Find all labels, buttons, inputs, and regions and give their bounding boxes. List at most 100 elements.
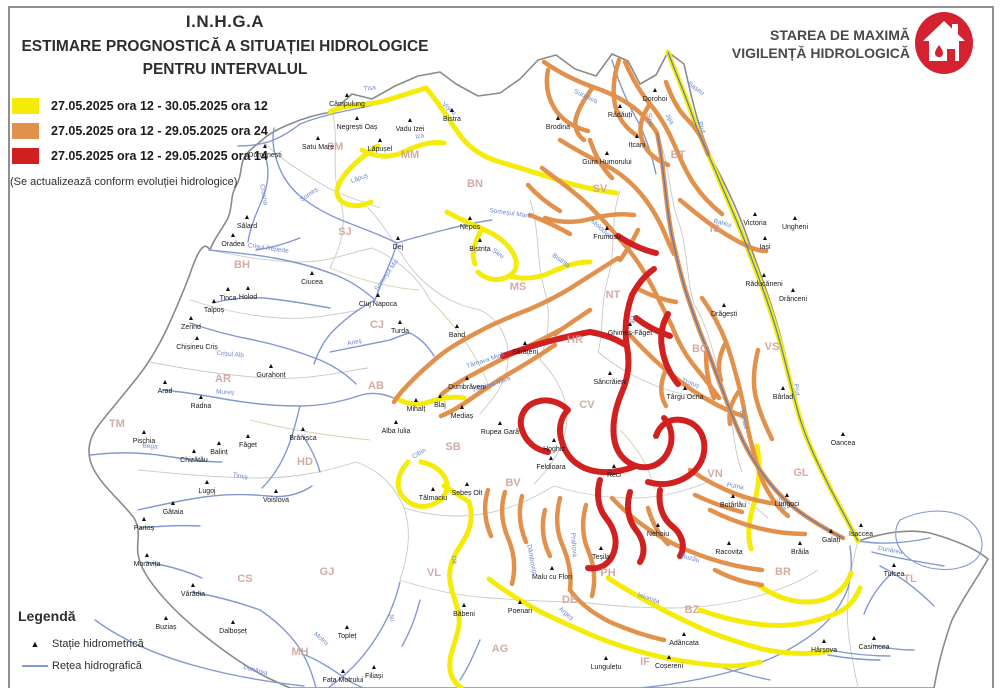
station-marker: ▲ — [871, 635, 878, 642]
town-label: Bistrița — [469, 246, 491, 253]
river-label: Tisa — [363, 84, 376, 93]
station-marker: ▲ — [790, 287, 797, 294]
town-label: Racovița — [715, 549, 742, 556]
town-label: Sebeș Olt — [452, 490, 483, 497]
county-code: TM — [109, 418, 125, 430]
town-label: Brodina — [546, 124, 570, 131]
town-label: Talpoș — [204, 307, 225, 314]
river-label: Arieș — [347, 337, 364, 347]
town-label: Mihalț — [407, 406, 426, 413]
station-marker: ▲ — [163, 615, 170, 622]
station-marker: ▲ — [273, 488, 280, 495]
county-code: CS — [237, 573, 252, 585]
station-marker: ▲ — [393, 419, 400, 426]
town-label: Mediaș — [451, 413, 474, 420]
river-label: Putna — [726, 482, 744, 492]
warning-interval-legend: 27.05.2025 ora 12 - 30.05.2025 ora 12 27… — [12, 96, 268, 171]
station-marker: ▲ — [607, 370, 614, 377]
station-marker: ▲ — [467, 215, 474, 222]
station-marker: ▲ — [858, 522, 865, 529]
orange-swatch — [12, 123, 39, 139]
town-label: Sălard — [237, 223, 257, 230]
river-label: Mureș — [216, 389, 235, 397]
town-label: Lăpușel — [368, 146, 393, 153]
yellow-swatch — [12, 98, 39, 114]
town-label: Brănișca — [289, 435, 316, 442]
max-vigilance-banner: STAREA DE MAXIMĂ VIGILENȚĂ HIDROLOGICĂ — [732, 26, 910, 62]
county-code: BC — [692, 343, 708, 355]
town-label: Brăila — [791, 549, 809, 556]
river-label: Bârlad — [738, 410, 750, 430]
station-marker: ▲ — [666, 654, 673, 661]
town-label: Radna — [191, 403, 212, 410]
station-marker: ▲ — [459, 404, 466, 411]
town-label: Frumosu — [593, 234, 621, 241]
town-label: Dorohoi — [643, 96, 668, 103]
river-label: Jiu — [387, 613, 396, 623]
red-swatch — [12, 148, 39, 164]
town-label: Răducăneni — [745, 281, 783, 288]
town-label: Coșereni — [655, 663, 683, 670]
town-label: Nepos — [460, 224, 481, 231]
town-label: Sâncrăieni — [593, 379, 627, 386]
town-label: Casimcea — [858, 644, 889, 651]
station-marker: ▲ — [821, 638, 828, 645]
river-label: Bahlui — [713, 218, 732, 229]
town-label: Balinț — [210, 449, 228, 456]
station-marker: ▲ — [762, 235, 769, 242]
station-marker: ▲ — [598, 545, 605, 552]
legend-row-yellow: 27.05.2025 ora 12 - 30.05.2025 ora 12 — [12, 96, 268, 116]
county-code: HD — [297, 456, 313, 468]
town-label: Alba Iulia — [382, 428, 411, 435]
town-label: Tulcea — [884, 571, 905, 578]
county-code: SB — [445, 441, 460, 453]
banner-line1: STAREA DE MAXIMĂ — [770, 27, 910, 43]
river-label: Prahova — [569, 533, 578, 558]
town-label: Vadu Izei — [396, 126, 425, 133]
station-marker: ▲ — [245, 433, 252, 440]
town-label: Ciucea — [301, 279, 323, 286]
town-label: Topleț — [338, 633, 357, 640]
town-label: Arad — [158, 388, 173, 395]
county-code: VN — [707, 468, 722, 480]
map-symbol-legend: Legendă ▲ Stație hidrometrică Rețea hidr… — [18, 608, 144, 682]
town-label: Rupea Gară — [481, 429, 519, 436]
town-label: Blaj — [434, 402, 446, 409]
town-label: Satu Mare — [302, 144, 334, 151]
town-label: Chizătău — [180, 457, 208, 464]
legend-item-station: ▲ Stație hidrometrică — [18, 638, 144, 650]
town-label: Fața Motrului — [323, 677, 364, 684]
station-marker: ▲ — [477, 237, 484, 244]
river-overlays — [656, 51, 859, 542]
update-note: (Se actualizează conform evoluției hidro… — [10, 176, 238, 188]
station-label: Stație hidrometrică — [52, 638, 144, 650]
station-marker: ▲ — [395, 235, 402, 242]
town-label: Ghimeș-Făget — [608, 330, 652, 337]
county-code: GL — [793, 467, 809, 479]
station-marker: ▲ — [262, 143, 269, 150]
station-marker: ▲ — [461, 602, 468, 609]
town-label: Negrești Oaș — [337, 124, 378, 131]
station-marker: ▲ — [430, 486, 437, 493]
town-label: Galați — [822, 537, 841, 544]
station-marker: ▲ — [792, 215, 799, 222]
station-triangle-icon: ▲ — [30, 639, 40, 649]
town-label: Rădăuți — [608, 112, 633, 119]
town-label: Adâncata — [669, 640, 699, 647]
station-marker: ▲ — [170, 500, 177, 507]
org-title: I.N.H.G.A — [185, 12, 265, 31]
station-marker: ▲ — [211, 298, 218, 305]
river-label: Buzău — [681, 553, 701, 565]
station-marker: ▲ — [413, 397, 420, 404]
station-town-labels: ▲ Câmpulung ▲ Negrești Oaș ▲ Satu Mare ▲ Vadu I… — [133, 87, 905, 684]
county-code: SM — [327, 141, 344, 153]
station-marker: ▲ — [517, 599, 524, 606]
county-code: BT — [671, 149, 686, 161]
station-marker: ▲ — [454, 323, 461, 330]
town-label: Gurahonț — [256, 372, 285, 379]
town-label: Gura Humorului — [582, 159, 632, 166]
town-label: Nehoiu — [647, 531, 669, 538]
river-label: Olt — [450, 555, 458, 564]
